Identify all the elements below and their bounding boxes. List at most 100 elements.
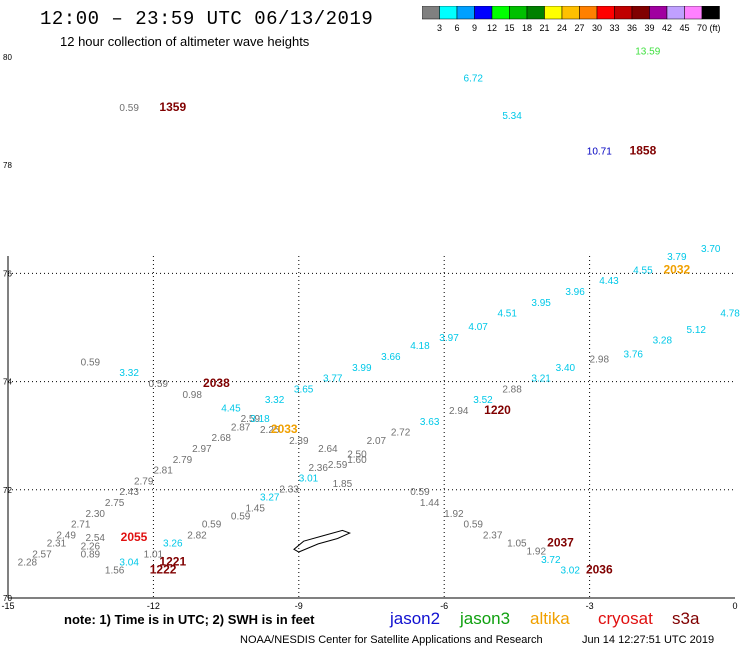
wave-height-label: 2.39 xyxy=(289,436,309,447)
chart-title: 12:00 – 23:59 UTC 06/13/2019 xyxy=(40,8,374,30)
wave-height-label: 2.64 xyxy=(318,444,338,455)
wave-height-label: 4.45 xyxy=(221,403,241,414)
color-scale-legend: 3 6 9 12 15 18 21 24 27 30 33 36 39 42 45 70 (ft) xyxy=(422,6,721,33)
wave-height-label: 3.95 xyxy=(531,298,551,309)
lat-tick-label: 74 xyxy=(3,378,12,387)
legend-cryosat: cryosat xyxy=(598,609,653,628)
wave-height-label: 3.65 xyxy=(294,384,314,395)
wave-height-label: 1.45 xyxy=(245,503,265,514)
scale-tick-label: 70 xyxy=(697,23,707,33)
wave-height-label: 3.02 xyxy=(560,566,580,577)
wave-height-label: 3.32 xyxy=(119,368,139,379)
wave-height-label: 13.59 xyxy=(635,46,660,57)
wave-height-label: 0.89 xyxy=(81,549,101,560)
wave-height-label: 2.26 xyxy=(81,541,101,552)
wave-height-label: 4.78 xyxy=(720,309,740,320)
wave-height-label: 1.01 xyxy=(144,549,164,560)
wave-height-label: 2.94 xyxy=(449,406,469,417)
wave-height-label: 3.72 xyxy=(541,555,561,566)
wave-height-label: 2.59 xyxy=(241,414,261,425)
wave-height-label: 0.59 xyxy=(202,520,222,531)
wave-height-label: 1.92 xyxy=(527,547,547,558)
scale-tick-label: 9 xyxy=(472,23,477,33)
lon-tick-label: -9 xyxy=(295,601,303,611)
scale-tick-label: 39 xyxy=(644,23,654,33)
chart-subtitle: 12 hour collection of altimeter wave hei… xyxy=(60,34,310,49)
lat-tick-label: 72 xyxy=(3,486,12,495)
wave-height-label: 2.25 xyxy=(260,425,280,436)
scale-tick-label: 24 xyxy=(557,23,567,33)
wave-height-label: 0.59 xyxy=(231,512,251,523)
wave-height-label: 2.43 xyxy=(119,487,139,498)
legend-altika: altika xyxy=(530,609,570,628)
scale-tick-label: 30 xyxy=(592,23,602,33)
wave-height-label: 3.99 xyxy=(352,363,372,374)
wave-height-label: 4.55 xyxy=(633,265,653,276)
legend-jason2: jason2 xyxy=(390,609,441,628)
footer-credit: NOAA/NESDIS Center for Satellite Applica… xyxy=(240,634,543,646)
wave-height-label: 6.72 xyxy=(464,73,484,84)
wave-height-label: 4.18 xyxy=(410,341,430,352)
scale-tick-label: 18 xyxy=(522,23,532,33)
wave-height-label: 3.26 xyxy=(163,539,183,550)
wave-height-label: 2.97 xyxy=(192,444,212,455)
wave-height-label: 3.21 xyxy=(531,374,551,385)
scale-tick-label: 15 xyxy=(504,23,514,33)
lat-tick-label: 76 xyxy=(3,269,12,278)
wave-height-label: 3.66 xyxy=(381,352,401,363)
wave-height-label: 3.76 xyxy=(623,349,643,360)
footer-note: note: 1) Time is in UTC; 2) SWH is in fe… xyxy=(64,612,315,627)
wave-height-label: 2.71 xyxy=(71,520,91,531)
wave-height-label: 2.54 xyxy=(86,533,106,544)
wave-height-label: 2.49 xyxy=(56,530,76,541)
scale-unit: (ft) xyxy=(710,23,721,33)
legend-jason3: jason3 xyxy=(460,609,511,628)
wave-height-label: 0.98 xyxy=(182,390,202,401)
wave-height-label: 0.59 xyxy=(464,520,484,531)
pass-time-label: 2055 xyxy=(121,530,148,544)
lat-tick-label: 78 xyxy=(3,161,12,170)
wave-height-label: 0.59 xyxy=(81,357,101,368)
wave-height-label: 2.79 xyxy=(134,476,154,487)
wave-height-label: 2.59 xyxy=(328,460,348,471)
wave-height-label: 2.31 xyxy=(47,539,67,550)
pass-time-label: 2038 xyxy=(203,376,230,390)
wave-height-label: 3.27 xyxy=(260,493,280,504)
wave-height-label: 3.40 xyxy=(556,363,576,374)
wave-height-label: 2.30 xyxy=(86,509,106,520)
wave-height-label: 2.37 xyxy=(483,530,503,541)
wave-height-label: 3.04 xyxy=(119,558,139,569)
wave-height-label: 3.79 xyxy=(667,252,687,263)
pass-time-label: 2036 xyxy=(586,563,613,577)
wave-height-label: 2.82 xyxy=(187,530,207,541)
legend-s3a: s3a xyxy=(672,609,700,628)
wave-height-label: 2.28 xyxy=(18,558,38,569)
wave-height-label: 2.57 xyxy=(32,549,52,560)
wave-height-label: 5.34 xyxy=(502,111,522,122)
wave-height-label: 2.68 xyxy=(212,433,232,444)
lon-tick-label: -15 xyxy=(1,601,14,611)
wave-height-label: 2.87 xyxy=(231,422,251,433)
wave-height-label: 3.18 xyxy=(250,414,270,425)
wave-height-label: 4.51 xyxy=(497,309,517,320)
wave-height-label: 3.01 xyxy=(299,474,319,485)
wave-height-label: 1.85 xyxy=(333,479,353,490)
wave-height-label: 3.63 xyxy=(420,417,440,428)
wave-height-label: 0.59 xyxy=(119,103,139,114)
wave-height-label: 10.71 xyxy=(587,146,612,157)
wave-height-label: 2.50 xyxy=(347,449,367,460)
wave-height-label: 3.52 xyxy=(473,395,493,406)
wave-height-label: 2.33 xyxy=(279,485,299,496)
wave-height-label: 1.60 xyxy=(347,455,367,466)
wave-height-label: 1.92 xyxy=(444,509,464,520)
wave-height-label: 3.96 xyxy=(565,287,585,298)
pass-time-label: 1221 xyxy=(159,555,186,569)
wave-height-label: 1.44 xyxy=(420,498,440,509)
pass-time-label: 1858 xyxy=(630,143,657,157)
wave-height-label: 4.07 xyxy=(468,322,488,333)
lon-tick-label: 0 xyxy=(732,601,737,611)
wave-height-label: 2.36 xyxy=(308,463,328,474)
pass-time-label: 1222 xyxy=(150,563,177,577)
wave-height-label: 1.56 xyxy=(105,566,125,577)
wave-height-label: 2.72 xyxy=(391,428,411,439)
